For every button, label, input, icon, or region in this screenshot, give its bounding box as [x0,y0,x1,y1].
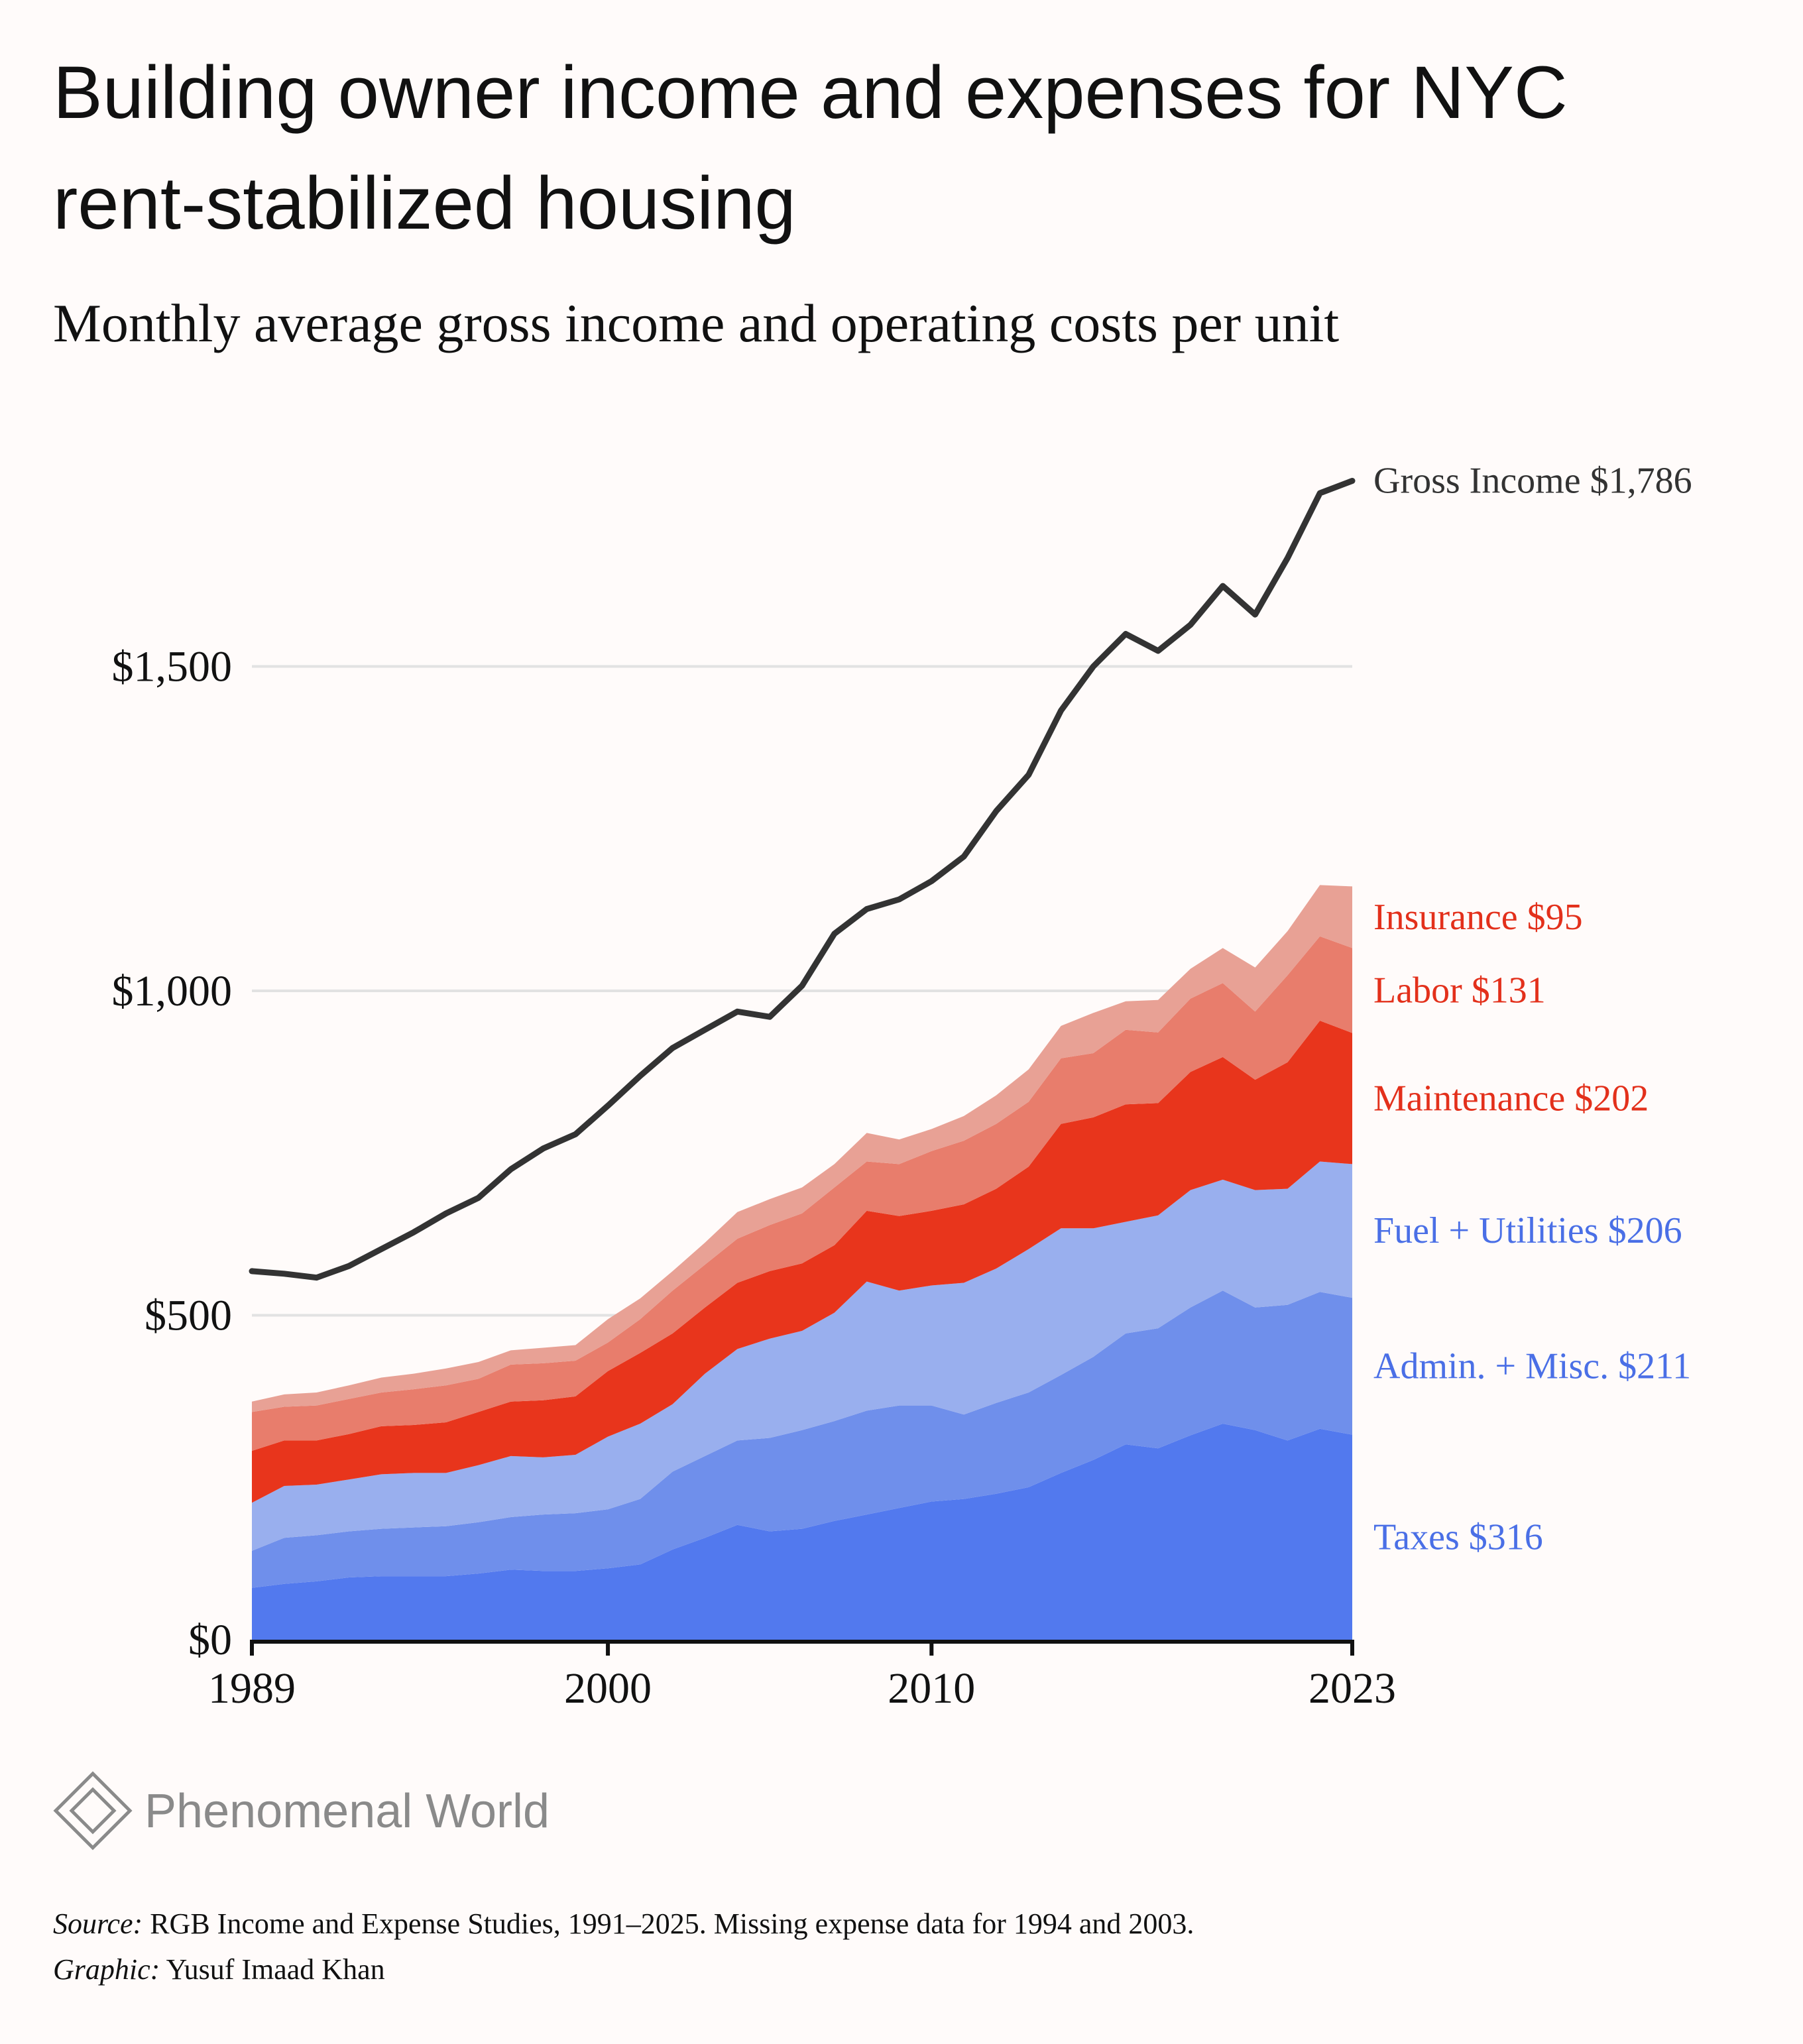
area-maintenance [252,1021,1352,1503]
logo-text: Phenomenal World [145,1785,550,1838]
series-label: Insurance $95 [1373,897,1583,938]
series-label: Fuel + Utilities $206 [1373,1210,1682,1251]
series-label: Labor $131 [1373,970,1546,1011]
y-tick-label: $0 [188,1616,232,1664]
x-tick-label: 2000 [564,1664,652,1713]
chart-title-line-1: Building owner income and expenses for N… [53,51,1568,134]
stacked-areas [252,885,1352,1640]
chart-subtitle: Monthly average gross income and operati… [53,293,1339,353]
source-label: Source: [53,1907,143,1940]
graphic-label: Graphic: [53,1953,160,1986]
gross-income-line-group [249,478,1356,1281]
source-note: Source: RGB Income and Expense Studies, … [53,1907,1194,1940]
graphic-text: Yusuf Imaad Khan [160,1953,384,1986]
series-label: Taxes $316 [1373,1516,1543,1558]
phenomenal-world-logo: Phenomenal World [53,1771,550,1850]
y-tick-label: $1,500 [112,643,233,691]
x-tick-label: 2010 [888,1664,975,1713]
gross-income-label: Gross Income $1,786 [1373,461,1692,502]
axes: $0 $500 $1,000 $1,500 1989 2000 2010 2023 [112,643,1397,1713]
graphic-credit: Graphic: Yusuf Imaad Khan [53,1953,385,1986]
diamond-logo-icon [53,1771,133,1850]
series-labels: Gross Income $1,786 Taxes $316 Admin. + Mi… [1373,461,1692,1558]
x-tick-label: 1989 [208,1664,296,1713]
area-fuel-utilities [252,1161,1352,1551]
series-label: Admin. + Misc. $211 [1373,1345,1691,1387]
area-admin-misc [252,1290,1352,1588]
series-label: Maintenance $202 [1373,1078,1649,1119]
source-text: RGB Income and Expense Studies, 1991–202… [143,1907,1194,1940]
area-labor [252,936,1352,1451]
x-tick-label: 2023 [1309,1664,1396,1713]
y-tick-label: $1,000 [112,967,233,1015]
area-taxes [252,1424,1352,1640]
y-tick-label: $500 [145,1292,232,1340]
gross-income-line [249,478,1356,1281]
chart-title-line-2: rent-stabilized housing [53,162,796,245]
